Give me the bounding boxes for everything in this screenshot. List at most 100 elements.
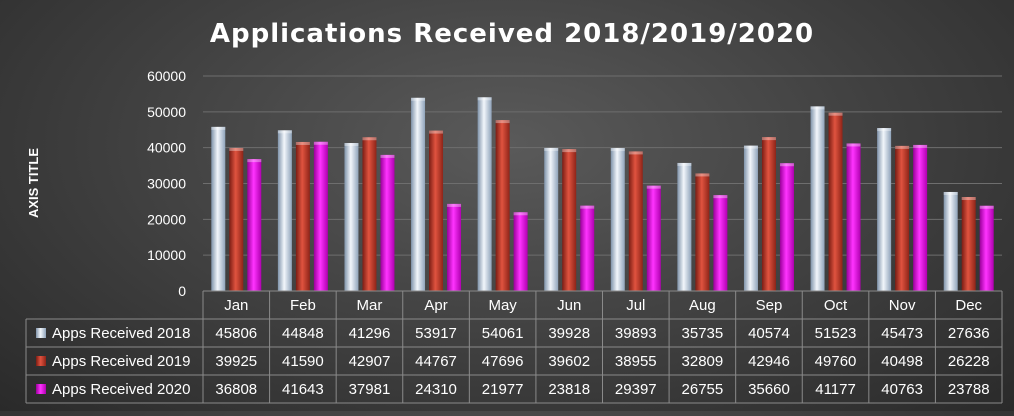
bar-top-highlight	[943, 191, 958, 195]
bar-top-highlight	[313, 141, 328, 145]
data-label: 35735	[682, 325, 724, 342]
bar-jan-series-2	[229, 147, 244, 291]
data-label: 39925	[215, 353, 257, 370]
bar-top-highlight	[277, 130, 292, 134]
data-label: 41177	[815, 381, 856, 398]
bar-feb-series-3	[313, 141, 328, 291]
bar-top-highlight	[544, 147, 559, 151]
bar-top-highlight	[961, 197, 976, 201]
bar	[362, 137, 377, 291]
data-label: 44767	[415, 353, 457, 370]
bar-top-highlight	[362, 137, 377, 141]
bar	[646, 185, 661, 291]
bar-top-highlight	[495, 120, 510, 124]
data-label: 51523	[815, 325, 857, 342]
bar	[979, 205, 994, 291]
bar-top-highlight	[380, 154, 395, 158]
legend-key	[36, 384, 46, 394]
data-label: 24310	[415, 381, 457, 398]
bar	[277, 130, 292, 291]
data-label: 44848	[282, 325, 324, 342]
bar-top-highlight	[344, 143, 359, 147]
bar-dec-series-3	[979, 205, 994, 291]
bar-sep-series-1	[743, 145, 758, 291]
bar-jun-series-2	[562, 149, 577, 291]
bar	[513, 212, 528, 291]
bar-may-series-3	[513, 212, 528, 291]
bar-jan-series-1	[211, 126, 226, 291]
bar-top-highlight	[846, 143, 861, 147]
x-tick-label: Mar	[357, 297, 383, 314]
data-label: 36808	[215, 381, 257, 398]
bar	[380, 154, 395, 291]
y-tick-label: 60000	[147, 68, 186, 84]
bar	[313, 141, 328, 291]
bar-sep-series-2	[761, 137, 776, 291]
bar	[229, 147, 244, 291]
bar	[628, 151, 643, 291]
bar-top-highlight	[810, 106, 825, 110]
data-label: 32809	[682, 353, 724, 370]
bar-apr-series-2	[429, 130, 444, 291]
bar-top-highlight	[913, 144, 928, 148]
bar	[943, 191, 958, 291]
bar-top-highlight	[580, 205, 595, 209]
bar	[495, 120, 510, 292]
bar-may-series-1	[477, 97, 492, 291]
x-tick-label: Jan	[224, 297, 248, 314]
bar-top-highlight	[513, 212, 528, 216]
legend-key	[36, 328, 46, 338]
gridlines	[203, 75, 1002, 256]
data-label: 21977	[482, 381, 524, 398]
chart-title: Applications Received 2018/2019/2020	[210, 19, 814, 49]
data-label: 41296	[349, 325, 391, 342]
bar-top-highlight	[447, 203, 462, 207]
data-label: 53917	[415, 325, 457, 342]
bar-aug-series-1	[677, 162, 692, 291]
bar-dec-series-1	[943, 191, 958, 291]
bar-dec-series-2	[961, 197, 976, 291]
legend-label: Apps Received 2018	[52, 325, 190, 342]
x-tick-label: May	[488, 297, 517, 314]
bar-apr-series-3	[447, 203, 462, 291]
data-label: 26755	[682, 381, 724, 398]
bar-top-highlight	[761, 137, 776, 141]
bar	[544, 147, 559, 291]
bar	[695, 173, 710, 291]
data-table: Jan Feb Mar Apr May Jun Jul Aug Sep Oct Nov Dec Apps…	[25, 290, 1003, 404]
bar-jul-series-1	[610, 148, 625, 291]
data-label: 26228	[948, 353, 990, 370]
bar-top-highlight	[229, 147, 244, 151]
bar-feb-series-2	[295, 141, 310, 291]
data-label: 54061	[482, 325, 524, 342]
bar-top-highlight	[743, 145, 758, 149]
bar-top-highlight	[979, 205, 994, 209]
bar-apr-series-1	[411, 97, 426, 291]
bar-aug-series-2	[695, 173, 710, 291]
bar	[295, 141, 310, 291]
x-tick-label: Dec	[955, 297, 982, 314]
bar	[247, 159, 262, 291]
data-label: 40574	[748, 325, 790, 342]
data-label: 39893	[615, 325, 657, 342]
bar-oct-series-1	[810, 106, 825, 291]
bar-mar-series-2	[362, 137, 377, 291]
bar	[828, 112, 843, 292]
bar-top-highlight	[247, 159, 262, 163]
data-label: 40763	[881, 381, 923, 398]
bar-mar-series-3	[380, 154, 395, 291]
bar-jul-series-3	[646, 185, 661, 291]
bar-top-highlight	[713, 195, 728, 199]
bar	[411, 97, 426, 291]
x-tick-label: Oct	[824, 297, 848, 314]
data-label: 45473	[881, 325, 923, 342]
data-label: 39602	[548, 353, 590, 370]
data-label: 47696	[482, 353, 524, 370]
x-tick-label: Apr	[424, 297, 447, 314]
bar	[580, 205, 595, 291]
bar-top-highlight	[429, 130, 444, 134]
data-label: 42907	[349, 353, 391, 370]
bar	[562, 149, 577, 291]
data-label: 23788	[948, 381, 990, 398]
